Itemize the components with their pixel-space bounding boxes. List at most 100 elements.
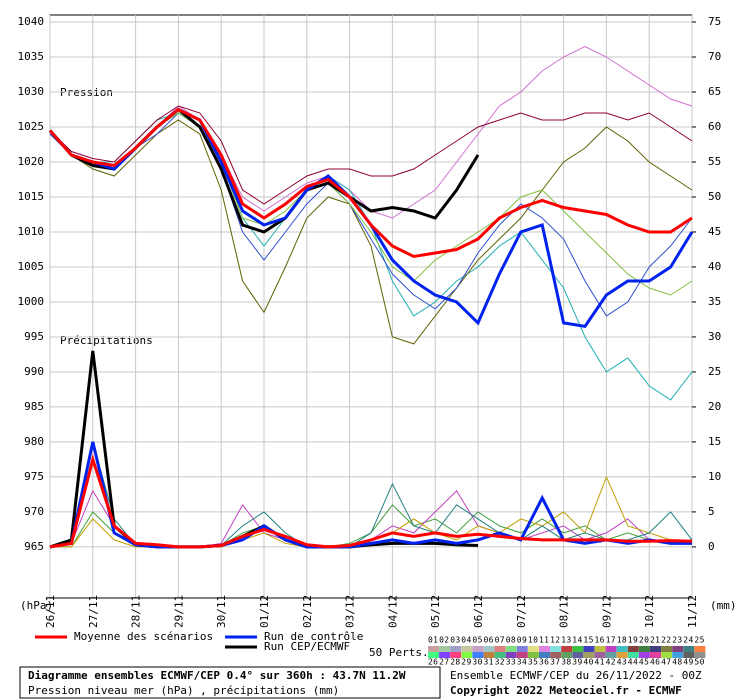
- member-label: 46: [650, 658, 660, 667]
- member-swatch: [683, 652, 695, 658]
- x-tick-label: 02/12: [301, 595, 314, 628]
- member-label: 49: [683, 658, 693, 667]
- member-label: 48: [672, 658, 682, 667]
- member-swatch: [483, 646, 495, 652]
- member-label: 29: [461, 658, 471, 667]
- x-tick-label: 04/12: [386, 595, 399, 628]
- member-swatch: [450, 646, 462, 652]
- y2-tick-label: 75: [708, 15, 721, 28]
- member-swatch: [461, 646, 473, 652]
- member-swatch: [594, 652, 606, 658]
- y2-tick-label: 10: [708, 470, 721, 483]
- y-tick-label: 1030: [18, 85, 45, 98]
- series-line: [49, 112, 693, 317]
- legend-label: Moyenne des scénarios: [74, 630, 213, 643]
- x-tick-label: 29/11: [172, 595, 185, 628]
- chart-title: Diagramme ensembles ECMWF/CEP 0.4° sur 3…: [28, 669, 406, 682]
- x-tick-label: 03/12: [344, 595, 357, 628]
- member-swatch: [616, 646, 628, 652]
- annotation: Pression: [60, 86, 113, 99]
- member-swatch: [650, 646, 661, 652]
- series-line: [49, 105, 693, 205]
- member-swatch: [439, 646, 451, 652]
- member-swatch: [561, 646, 573, 652]
- member-label: 21: [650, 636, 660, 645]
- member-swatch: [694, 646, 706, 652]
- copyright: Copyright 2022 Meteociel.fr - ECMWF: [450, 684, 682, 697]
- y2-tick-label: 65: [708, 85, 721, 98]
- y2-tick-label: 35: [708, 295, 721, 308]
- y-tick-label: 1020: [18, 155, 45, 168]
- y-tick-label: 1025: [18, 120, 45, 133]
- x-tick-label: 26/11: [44, 595, 57, 628]
- member-swatch: [605, 652, 617, 658]
- member-swatch: [550, 646, 562, 652]
- y2-axis-label: (mm): [710, 599, 737, 612]
- member-label: 16: [595, 636, 605, 645]
- member-swatch: [561, 652, 573, 658]
- member-label: 50: [694, 658, 704, 667]
- member-swatch: [439, 652, 451, 658]
- member-label: 11: [539, 636, 549, 645]
- member-label: 17: [606, 636, 616, 645]
- y-tick-label: 965: [24, 540, 44, 553]
- member-swatch: [516, 646, 528, 652]
- member-label: 35: [528, 658, 538, 667]
- member-label: 08: [506, 636, 516, 645]
- members-label: 50 Perts.: [369, 646, 429, 659]
- member-swatch: [527, 652, 539, 658]
- series-line: [49, 453, 693, 549]
- member-label: 42: [606, 658, 616, 667]
- member-swatch: [527, 646, 539, 652]
- y2-tick-label: 30: [708, 330, 721, 343]
- y-tick-label: 1010: [18, 225, 45, 238]
- x-tick-label: 27/11: [87, 595, 100, 628]
- y2-tick-label: 0: [708, 540, 715, 553]
- member-swatch: [616, 652, 628, 658]
- y-tick-label: 970: [24, 505, 44, 518]
- member-label: 03: [450, 636, 460, 645]
- y2-tick-label: 25: [708, 365, 721, 378]
- member-label: 04: [461, 636, 471, 645]
- member-label: 44: [628, 658, 638, 667]
- plot-frame: [49, 14, 693, 599]
- member-label: 05: [472, 636, 482, 645]
- member-swatch: [494, 646, 506, 652]
- member-label: 36: [539, 658, 549, 667]
- member-label: 19: [628, 636, 638, 645]
- y-tick-label: 1005: [18, 260, 45, 273]
- annotation: Précipitations: [60, 334, 153, 347]
- member-label: 06: [484, 636, 494, 645]
- member-swatch: [472, 646, 484, 652]
- y2-tick-label: 70: [708, 50, 721, 63]
- member-label: 13: [561, 636, 571, 645]
- x-tick-label: 05/12: [429, 595, 442, 628]
- member-label: 24: [683, 636, 693, 645]
- member-label: 07: [495, 636, 505, 645]
- member-swatch: [539, 652, 550, 658]
- member-swatch: [550, 652, 562, 658]
- series-line: [48, 107, 693, 259]
- member-swatch: [650, 652, 661, 658]
- x-tick-label: 28/11: [130, 595, 143, 628]
- member-swatch: [516, 652, 528, 658]
- x-tick-label: 10/12: [643, 595, 656, 628]
- member-label: 47: [661, 658, 671, 667]
- x-tick-label: 30/11: [215, 595, 228, 628]
- member-label: 33: [506, 658, 516, 667]
- member-label: 22: [661, 636, 671, 645]
- y-tick-label: 980: [24, 435, 44, 448]
- member-swatch: [638, 652, 650, 658]
- member-swatch: [627, 646, 639, 652]
- member-swatch: [472, 652, 484, 658]
- member-swatch: [694, 652, 706, 658]
- member-swatch: [539, 646, 550, 652]
- member-label: 01: [428, 636, 438, 645]
- x-tick-label: 09/12: [600, 595, 613, 628]
- series-line: [49, 441, 692, 549]
- member-swatch: [450, 652, 462, 658]
- member-label: 09: [517, 636, 527, 645]
- member-label: 32: [495, 658, 505, 667]
- y-tick-label: 1000: [18, 295, 45, 308]
- member-swatch: [461, 652, 473, 658]
